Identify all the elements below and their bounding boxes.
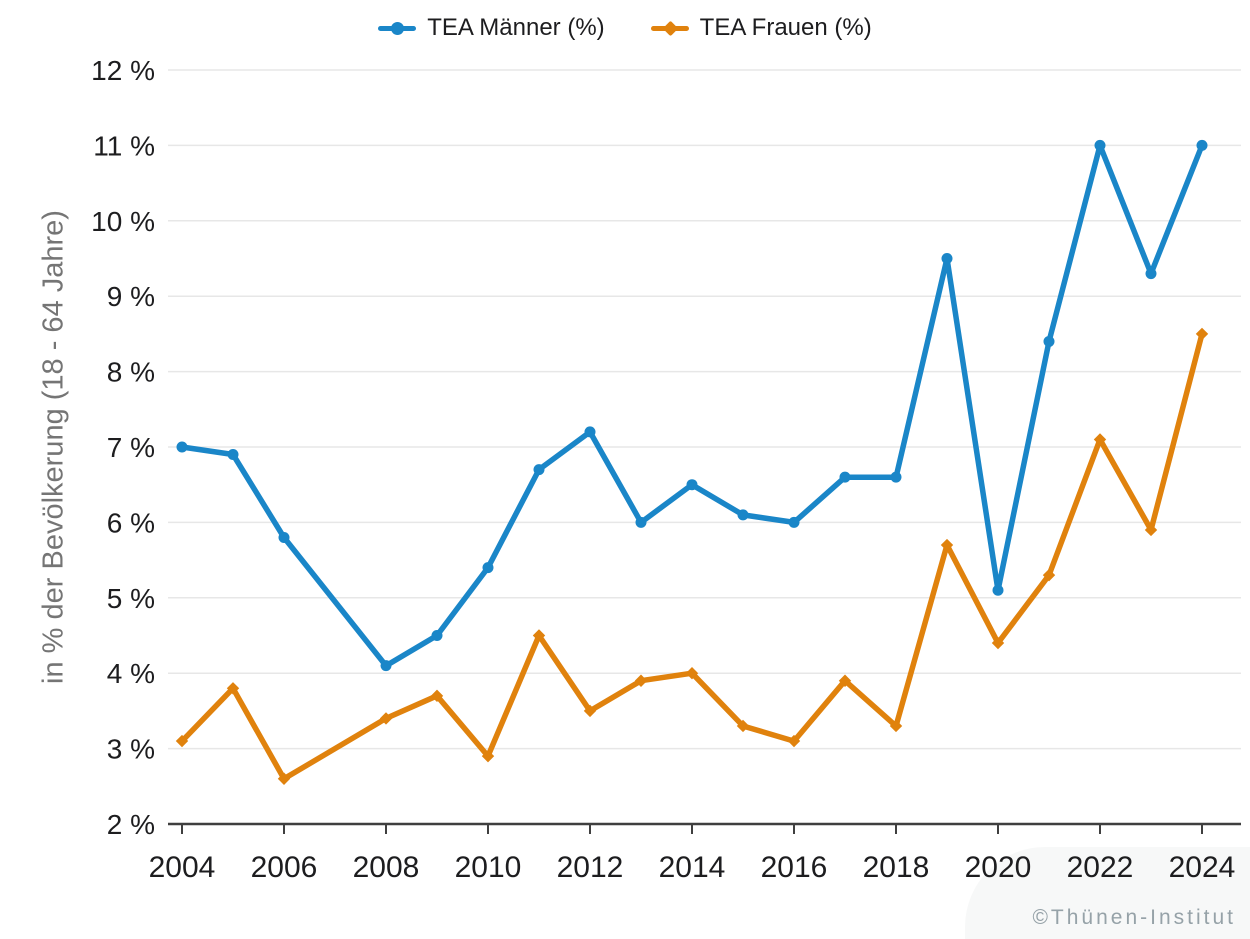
data-point-frauen-2018[interactable] xyxy=(889,719,903,733)
y-tick-label-5pct: 5 % xyxy=(107,583,155,614)
data-point-frauen-2017[interactable] xyxy=(838,674,852,687)
data-point-maenner-2005[interactable] xyxy=(227,449,239,461)
data-point-maenner-2008[interactable] xyxy=(380,660,392,672)
data-point-maenner-2012[interactable] xyxy=(584,426,596,438)
data-point-frauen-2011[interactable] xyxy=(532,629,546,642)
data-point-frauen-2005[interactable] xyxy=(226,682,240,695)
data-point-maenner-2021[interactable] xyxy=(1043,335,1055,347)
y-tick-label-9pct: 9 % xyxy=(107,281,155,312)
legend-label-frauen: TEA Frauen (%) xyxy=(699,14,872,41)
y-tick-label-10pct: 10 % xyxy=(91,206,155,237)
y-tick-label-2pct: 2 % xyxy=(107,809,155,840)
data-point-maenner-2009[interactable] xyxy=(431,630,443,641)
data-point-frauen-2012[interactable] xyxy=(583,704,597,718)
data-point-maenner-2020[interactable] xyxy=(992,584,1004,596)
data-point-frauen-2010[interactable] xyxy=(481,749,495,763)
data-point-maenner-2019[interactable] xyxy=(941,253,953,264)
legend-label-maenner: TEA Männer (%) xyxy=(427,14,605,41)
y-tick-label-4pct: 4 % xyxy=(107,658,155,689)
data-point-frauen-2019[interactable] xyxy=(940,538,954,552)
data-point-frauen-2008[interactable] xyxy=(379,712,393,725)
data-point-frauen-2013[interactable] xyxy=(634,674,648,687)
data-point-frauen-2006[interactable] xyxy=(277,772,291,785)
watermark-background xyxy=(965,847,1250,939)
data-point-maenner-2004[interactable] xyxy=(176,441,188,453)
data-point-maenner-2018[interactable] xyxy=(890,471,902,483)
data-point-frauen-2015[interactable] xyxy=(736,719,750,733)
data-point-maenner-2010[interactable] xyxy=(482,562,494,574)
data-point-frauen-2016[interactable] xyxy=(787,734,801,748)
data-point-maenner-2006[interactable] xyxy=(278,531,290,543)
legend-dot-maenner xyxy=(391,22,405,35)
data-point-maenner-2023[interactable] xyxy=(1145,268,1157,280)
x-tick-label-2012: 2012 xyxy=(557,851,624,884)
data-point-frauen-2024[interactable] xyxy=(1195,327,1209,341)
data-point-frauen-2023[interactable] xyxy=(1144,523,1158,537)
data-point-maenner-2014[interactable] xyxy=(686,479,698,491)
legend-line-dot-icon xyxy=(378,17,417,39)
data-point-frauen-2021[interactable] xyxy=(1042,568,1056,582)
data-point-frauen-2009[interactable] xyxy=(430,689,444,703)
y-tick-label-6pct: 6 % xyxy=(107,507,155,538)
x-tick-label-2018: 2018 xyxy=(863,851,930,884)
data-point-maenner-2011[interactable] xyxy=(533,464,545,476)
data-point-maenner-2017[interactable] xyxy=(839,471,851,483)
x-tick-label-2006: 2006 xyxy=(251,851,318,884)
x-tick-label-2008: 2008 xyxy=(353,851,420,884)
legend-line-diamond-icon xyxy=(650,17,689,39)
data-point-maenner-2022[interactable] xyxy=(1094,139,1106,151)
data-point-maenner-2015[interactable] xyxy=(737,509,749,521)
x-tick-label-2020: 2020 xyxy=(965,851,1032,884)
y-tick-label-12pct: 12 % xyxy=(91,55,155,86)
x-tick-label-2022: 2022 xyxy=(1067,851,1134,884)
copyright-text: ©Thünen-Institut xyxy=(1032,906,1236,929)
data-point-frauen-2022[interactable] xyxy=(1093,433,1107,446)
data-point-maenner-2024[interactable] xyxy=(1196,139,1208,151)
data-point-maenner-2013[interactable] xyxy=(635,516,647,528)
x-tick-label-2014: 2014 xyxy=(659,851,726,884)
legend-item-tea-frauen: TEA Frauen (%) xyxy=(650,14,872,42)
data-point-frauen-2014[interactable] xyxy=(685,667,699,680)
y-tick-label-8pct: 8 % xyxy=(107,357,155,388)
x-tick-label-2024: 2024 xyxy=(1169,851,1236,884)
series-line-maenner xyxy=(179,142,1205,669)
x-tick-label-2010: 2010 xyxy=(455,851,522,884)
series-line-frauen xyxy=(179,331,1205,782)
y-tick-label-11pct: 11 % xyxy=(93,130,155,161)
data-point-frauen-2020[interactable] xyxy=(991,636,1005,650)
chart-legend: TEA Männer (%) TEA Frauen (%) xyxy=(0,14,1250,42)
legend-item-tea-maenner: TEA Männer (%) xyxy=(378,14,605,42)
data-point-maenner-2016[interactable] xyxy=(788,516,800,528)
data-point-frauen-2004[interactable] xyxy=(175,734,189,748)
y-tick-label-7pct: 7 % xyxy=(107,432,155,463)
x-tick-label-2004: 2004 xyxy=(149,851,216,884)
x-tick-label-2016: 2016 xyxy=(761,851,828,884)
y-tick-label-3pct: 3 % xyxy=(107,734,155,765)
